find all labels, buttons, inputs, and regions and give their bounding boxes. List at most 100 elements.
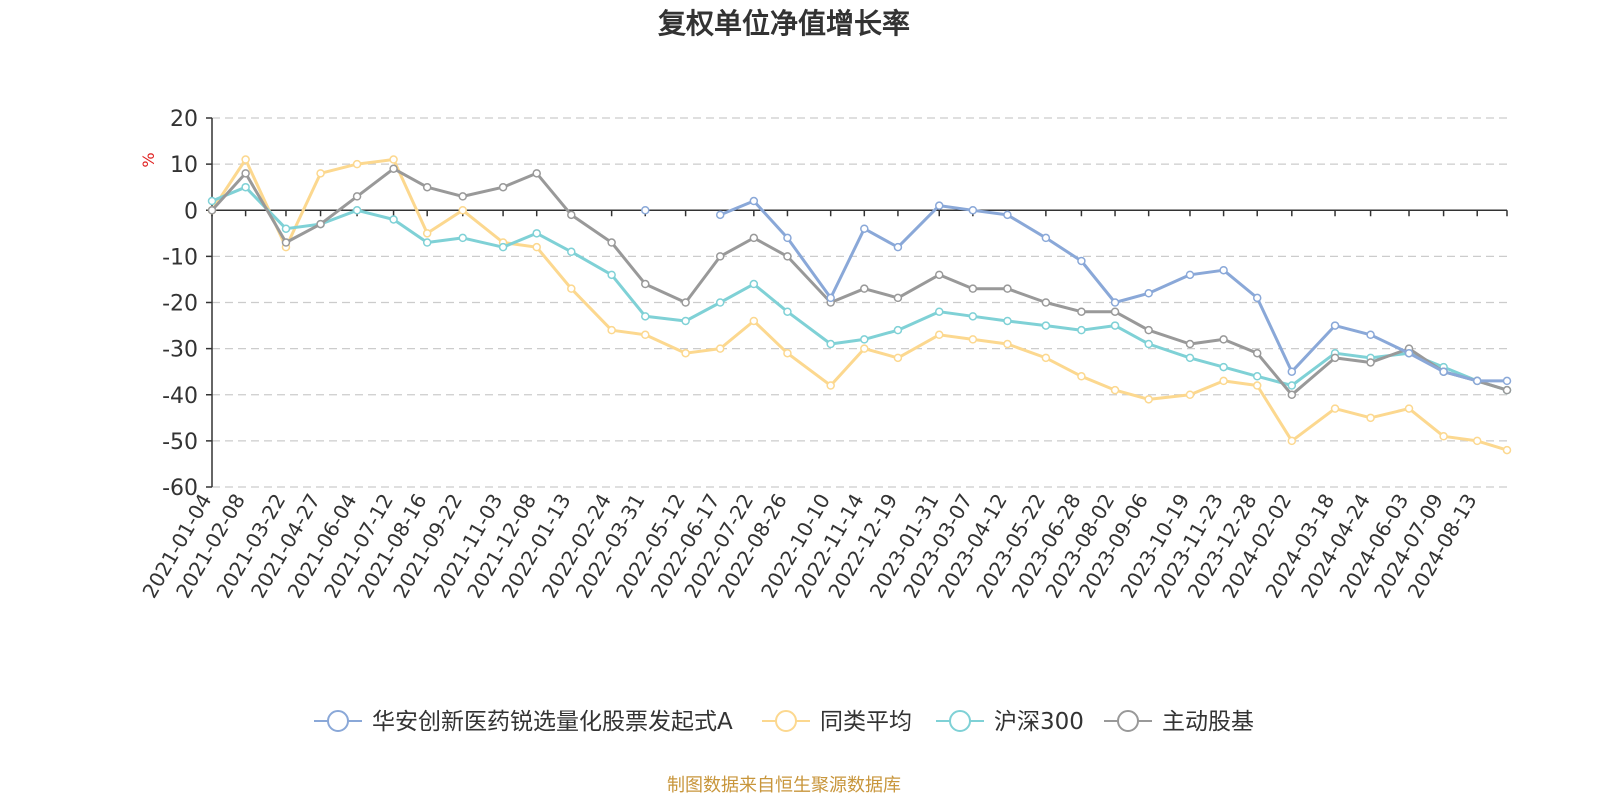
data-point bbox=[715, 252, 725, 261]
data-point bbox=[1077, 372, 1086, 381]
legend-item-1[interactable]: 华安创新医药锐选量化股票发起式A bbox=[314, 709, 733, 735]
data-point bbox=[641, 206, 650, 215]
y-tick-label: -40 bbox=[162, 384, 198, 409]
series-line bbox=[719, 199, 1507, 383]
data-point bbox=[893, 353, 903, 363]
data-point bbox=[207, 196, 217, 206]
data-point bbox=[1502, 376, 1512, 386]
data-point bbox=[1110, 307, 1120, 316]
data-point bbox=[1439, 367, 1448, 376]
data-point bbox=[1330, 404, 1340, 413]
data-point bbox=[783, 307, 792, 316]
data-point bbox=[281, 224, 291, 233]
data-point bbox=[1330, 321, 1340, 330]
legend-item-4[interactable]: 主动股基 bbox=[1104, 709, 1254, 735]
data-point bbox=[860, 224, 869, 233]
source-note: 制图数据来自恒生聚源数据库 bbox=[667, 775, 901, 796]
series-lines bbox=[207, 155, 1512, 455]
data-point bbox=[1003, 284, 1012, 293]
data-point bbox=[1219, 265, 1228, 275]
data-point bbox=[893, 325, 903, 335]
y-tick-label: 20 bbox=[170, 107, 198, 132]
y-tick-label: -60 bbox=[162, 476, 198, 501]
data-point bbox=[1185, 270, 1195, 280]
data-point bbox=[934, 201, 944, 210]
data-point bbox=[893, 242, 903, 252]
data-point bbox=[241, 182, 250, 192]
grid-lines bbox=[212, 117, 1507, 488]
data-point bbox=[498, 182, 508, 192]
data-point bbox=[1330, 353, 1340, 363]
data-point bbox=[715, 210, 725, 220]
data-point bbox=[1144, 325, 1153, 335]
data-point bbox=[567, 284, 576, 293]
data-point bbox=[968, 312, 978, 321]
data-point bbox=[458, 192, 467, 201]
data-point bbox=[1041, 321, 1051, 330]
data-point bbox=[681, 298, 690, 307]
data-point bbox=[1077, 325, 1086, 335]
data-point bbox=[1144, 339, 1153, 349]
data-point bbox=[783, 348, 792, 358]
data-point bbox=[681, 348, 690, 358]
data-point bbox=[1219, 376, 1228, 386]
data-point bbox=[1110, 298, 1120, 307]
data-point bbox=[1252, 348, 1262, 358]
data-point bbox=[1366, 413, 1375, 423]
data-point bbox=[826, 339, 835, 349]
data-point bbox=[715, 344, 725, 353]
data-point bbox=[641, 279, 650, 289]
legend-label: 华安创新医药锐选量化股票发起式A bbox=[372, 709, 733, 735]
axes: 20100-10-20-30-40-50-602021-01-042021-02… bbox=[137, 107, 1508, 602]
legend[interactable]: 华安创新医药锐选量化股票发起式A 同类平均 沪深300 主动股基 bbox=[314, 709, 1254, 735]
data-point bbox=[860, 284, 869, 293]
data-point bbox=[1041, 298, 1051, 307]
data-point bbox=[1472, 376, 1482, 386]
data-point bbox=[607, 238, 616, 247]
data-point bbox=[422, 229, 432, 238]
data-point bbox=[1077, 307, 1086, 316]
data-point bbox=[389, 155, 398, 164]
data-point bbox=[1472, 436, 1482, 446]
legend-label: 同类平均 bbox=[820, 709, 912, 735]
data-point bbox=[1404, 404, 1414, 413]
series-3 bbox=[207, 182, 1512, 395]
data-point bbox=[749, 233, 759, 243]
data-point bbox=[749, 279, 759, 289]
series-1 bbox=[641, 196, 1512, 386]
data-point bbox=[1439, 432, 1448, 441]
series-4 bbox=[207, 164, 1512, 399]
data-point bbox=[532, 242, 541, 252]
series-line bbox=[210, 167, 1508, 397]
data-point bbox=[241, 155, 250, 164]
data-point bbox=[641, 312, 650, 321]
legend-item-3[interactable]: 沪深300 bbox=[936, 709, 1084, 735]
legend-item-2[interactable]: 同类平均 bbox=[762, 709, 912, 735]
data-point bbox=[316, 219, 325, 229]
data-point bbox=[567, 247, 576, 257]
data-point bbox=[458, 233, 467, 243]
data-point bbox=[934, 270, 944, 280]
data-point bbox=[1041, 233, 1051, 243]
data-point bbox=[352, 206, 362, 215]
y-tick-label: -20 bbox=[162, 292, 198, 317]
data-point bbox=[352, 192, 362, 201]
data-point bbox=[1219, 335, 1228, 344]
data-point bbox=[934, 330, 944, 340]
chart-title: 复权单位净值增长率 bbox=[658, 7, 910, 40]
data-point bbox=[207, 206, 217, 215]
legend-circle-icon bbox=[775, 710, 797, 732]
data-point bbox=[1003, 210, 1012, 220]
y-tick-label: -30 bbox=[162, 338, 198, 363]
data-point bbox=[826, 293, 835, 303]
data-point bbox=[681, 316, 690, 326]
data-point bbox=[567, 210, 576, 220]
data-point bbox=[532, 229, 541, 238]
data-point bbox=[1077, 256, 1086, 266]
data-point bbox=[641, 330, 650, 340]
legend-label: 主动股基 bbox=[1162, 709, 1254, 735]
data-point bbox=[1287, 381, 1297, 390]
data-point bbox=[1185, 390, 1195, 399]
data-point bbox=[1041, 353, 1051, 363]
